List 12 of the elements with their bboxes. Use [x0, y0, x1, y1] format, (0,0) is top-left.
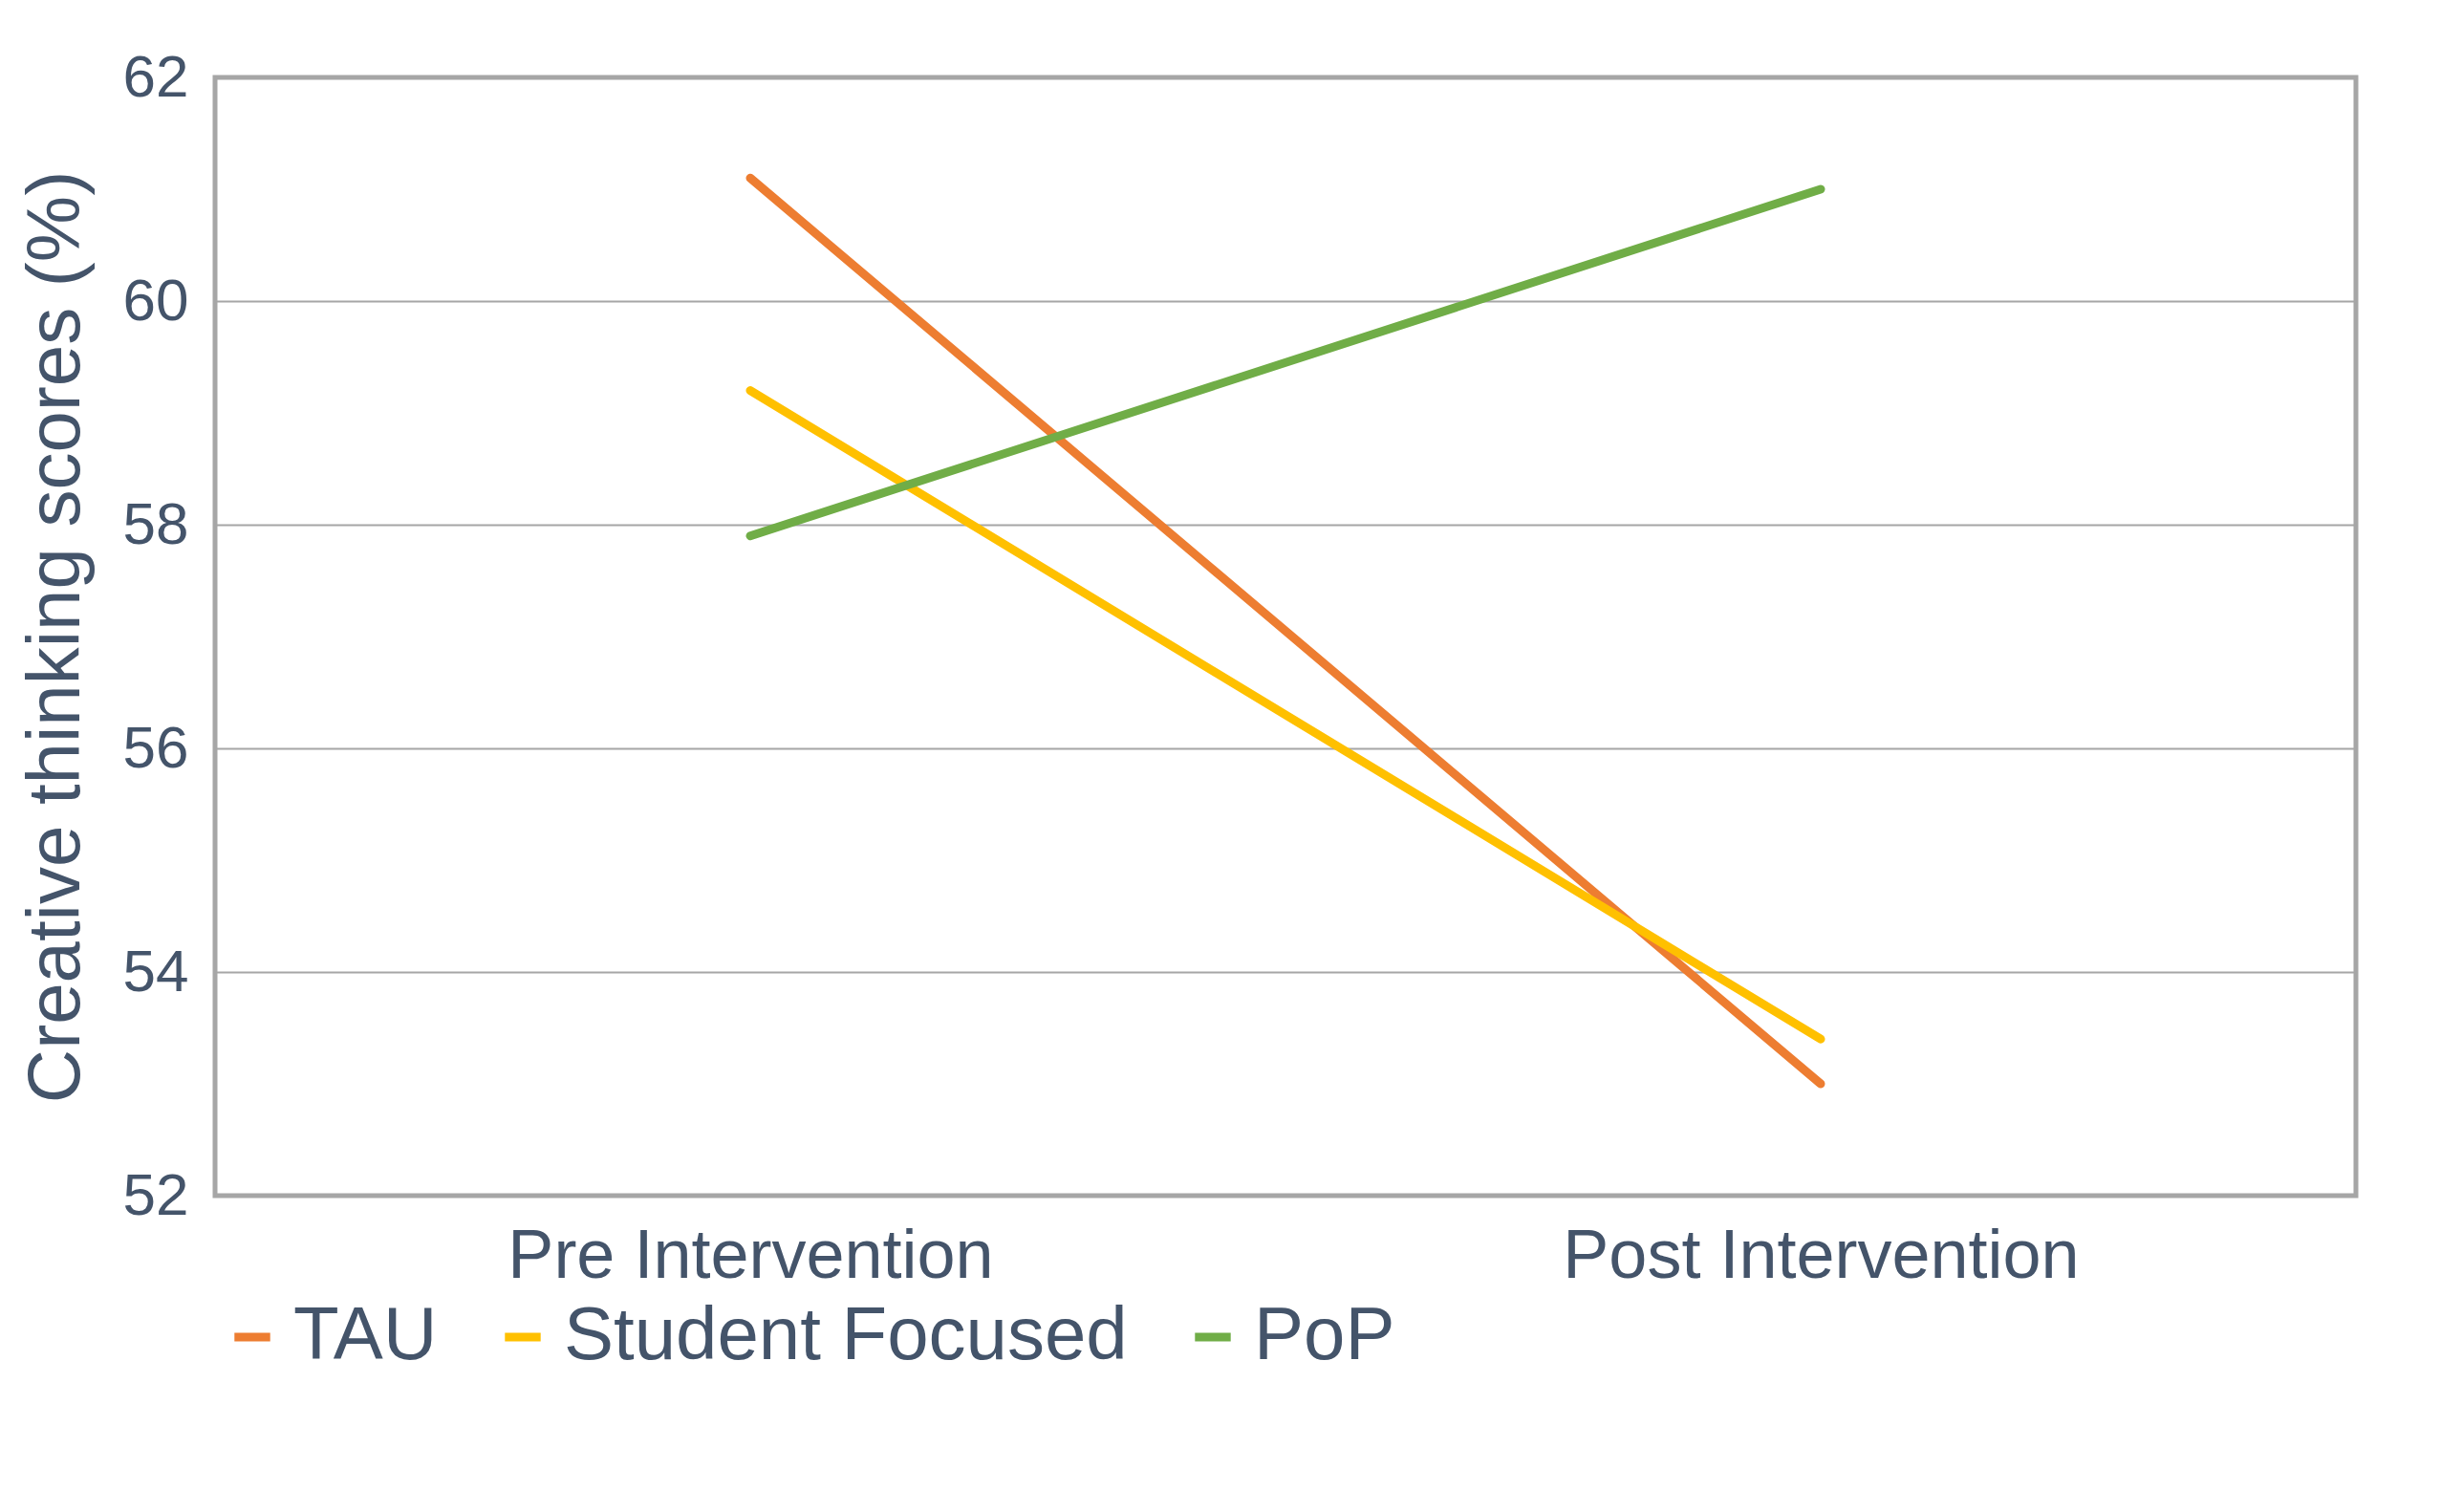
y-tick-label: 62 [122, 42, 189, 109]
legend-label: Student Focused [564, 1291, 1128, 1375]
legend-label: TAU [293, 1291, 438, 1375]
y-tick-label: 58 [122, 489, 189, 556]
y-tick-label: 56 [122, 713, 189, 780]
legend-label: PoP [1254, 1291, 1395, 1375]
y-axis-title: Creative thinking scores (%) [11, 170, 96, 1104]
y-tick-label: 52 [122, 1160, 189, 1227]
y-tick-label: 60 [122, 266, 189, 333]
y-tick-label: 54 [122, 937, 189, 1004]
x-tick-label: Pre Intervention [508, 1215, 994, 1292]
x-tick-label: Post Intervention [1563, 1215, 2080, 1292]
